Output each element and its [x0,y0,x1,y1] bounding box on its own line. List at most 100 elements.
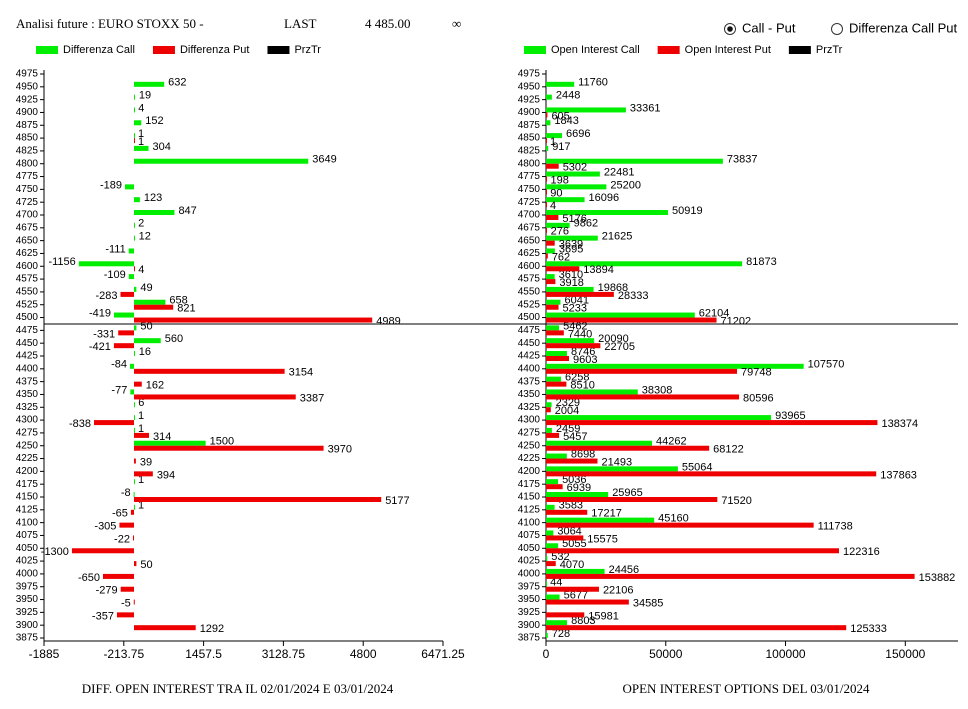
x-tick-label: 1457.5 [185,647,222,661]
y-tick-label: 3875 [16,633,39,644]
y-tick-label: 4725 [518,197,541,208]
y-tick-label: 4925 [16,94,39,105]
bar [134,286,137,292]
y-tick-label: 4000 [16,569,39,580]
y-tick-label: 4700 [16,210,39,221]
value-label: 50 [140,320,152,332]
bar [134,471,153,477]
bar [134,368,285,374]
value-label: 55064 [682,461,713,473]
value-label: 762 [552,251,570,263]
y-tick-label: 4175 [518,479,541,490]
value-label: 111738 [818,521,853,533]
y-tick-label: 4575 [518,274,541,285]
legend-label: Open Interest Call [551,44,640,56]
value-label: 162 [146,380,164,392]
bar [546,389,638,395]
y-tick-label: 4725 [16,197,39,208]
bar [546,184,607,190]
y-tick-label: 4650 [16,235,39,246]
value-label: 107570 [808,359,845,371]
y-tick-label: 4500 [16,312,39,323]
bar [546,548,839,554]
value-label: 90 [550,187,562,199]
bar [546,492,609,497]
bar [546,163,559,169]
x-tick-label: 4800 [350,647,377,661]
bar [134,325,137,331]
y-tick-label: 4925 [518,94,541,105]
legend-label: PrzTr [294,44,321,56]
y-tick-label: 4175 [16,479,39,490]
value-label: 21625 [602,231,633,243]
value-label: 16096 [589,192,620,204]
value-label: 6 [138,397,144,409]
y-tick-label: 4300 [518,415,541,426]
value-label: -5 [121,597,131,609]
bar [546,299,561,305]
value-label: 44262 [656,436,687,448]
radio[interactable] [831,23,843,35]
y-tick-label: 4825 [16,146,39,157]
bar [134,235,136,241]
value-label: 93965 [775,410,806,422]
legend-label: Differenza Call [63,44,135,56]
bar [113,312,135,318]
value-label: 4070 [560,559,584,571]
radio-diff[interactable]: Differenza Call Put [831,20,958,35]
bar [546,440,653,446]
bar [134,317,373,323]
bar [546,145,549,151]
value-label: 5177 [385,495,409,507]
bar [134,266,136,272]
bar [134,504,136,510]
y-tick-label: 3950 [16,594,39,605]
value-label: -1300 [41,546,69,558]
bar [546,420,878,426]
bar [546,471,877,477]
bar [134,120,142,126]
value-label: 5457 [563,431,587,443]
bar [546,202,547,208]
value-label: 8803 [571,615,595,627]
value-label: 2459 [556,423,580,435]
y-tick-label: 4350 [16,389,39,400]
radio-call-put[interactable]: Call - Put [724,20,796,35]
bar [134,394,296,400]
bar [134,158,309,164]
bar [134,351,136,356]
value-label: 50 [140,559,152,571]
value-label: 276 [551,226,569,238]
value-label: 25965 [612,487,643,499]
y-tick-label: 4475 [518,325,541,336]
y-tick-label: 4350 [518,389,541,400]
bar [546,568,605,574]
value-label: 632 [168,77,186,89]
bar [546,197,585,203]
bar [546,581,547,587]
bar [546,286,594,292]
bar [546,240,555,246]
bar [128,248,135,254]
value-label: 314 [153,431,171,443]
value-label: 5462 [563,320,587,332]
y-tick-label: 4275 [16,428,39,439]
bar [134,138,136,144]
chart-title: DIFF. OPEN INTEREST TRA IL 02/01/2024 E … [82,681,394,696]
value-label: 28333 [618,290,649,302]
bar [546,458,598,464]
y-tick-label: 4450 [518,338,541,349]
value-label: 20090 [598,333,629,345]
value-label: 125333 [850,623,887,635]
bar [119,522,135,528]
value-label: 605 [551,110,569,122]
value-label: 3610 [559,269,583,281]
value-label: 3639 [559,239,583,251]
bar [546,158,723,164]
value-label: 71520 [721,495,752,507]
bar [546,351,567,356]
header-title: Analisi future : EURO STOXX 50 - [16,16,204,31]
radio-label: Differenza Call Put [849,20,958,35]
bar [546,356,570,361]
y-tick-label: 4225 [16,453,39,464]
